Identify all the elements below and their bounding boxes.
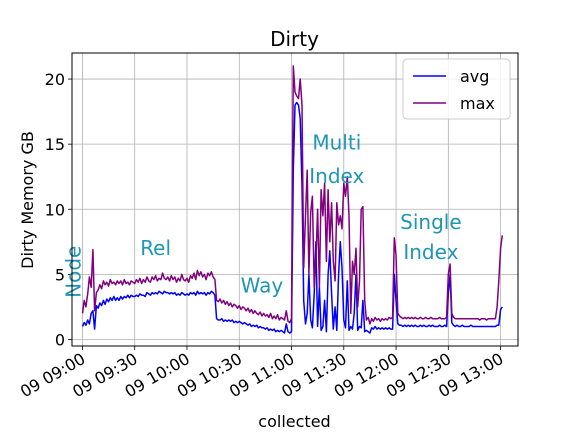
series-lines — [81, 65, 504, 334]
plot-frame — [71, 52, 519, 347]
annotation-single-1: Single — [400, 210, 461, 234]
y-tick-label: 5 — [55, 265, 65, 284]
y-tick-label: 15 — [45, 135, 65, 154]
annotation-single-2: Index — [403, 240, 458, 264]
annotation-multi-2: Index — [309, 164, 364, 188]
series-line-max — [81, 65, 504, 325]
y-tick-label: 20 — [45, 70, 65, 89]
y-tick-label: 10 — [45, 200, 65, 219]
annotation-way: Way — [241, 274, 284, 298]
annotation-node: Node — [62, 246, 86, 298]
x-axis-label: collected — [258, 412, 330, 431]
y-axis-ticks: 0 5 10 15 20 — [45, 70, 72, 349]
chart-title: Dirty — [270, 27, 319, 51]
annotation-rel: Rel — [140, 236, 171, 260]
annotations: Node Rel Way Multi Index Single Index — [62, 130, 462, 298]
legend-box — [402, 58, 511, 120]
legend: avg max — [402, 58, 511, 120]
y-axis-label: Dirty Memory GB — [18, 131, 37, 269]
annotation-multi-1: Multi — [312, 130, 361, 154]
legend-label-avg: avg — [460, 67, 489, 86]
y-tick-label: 0 — [55, 330, 65, 349]
legend-label-max: max — [460, 94, 495, 113]
